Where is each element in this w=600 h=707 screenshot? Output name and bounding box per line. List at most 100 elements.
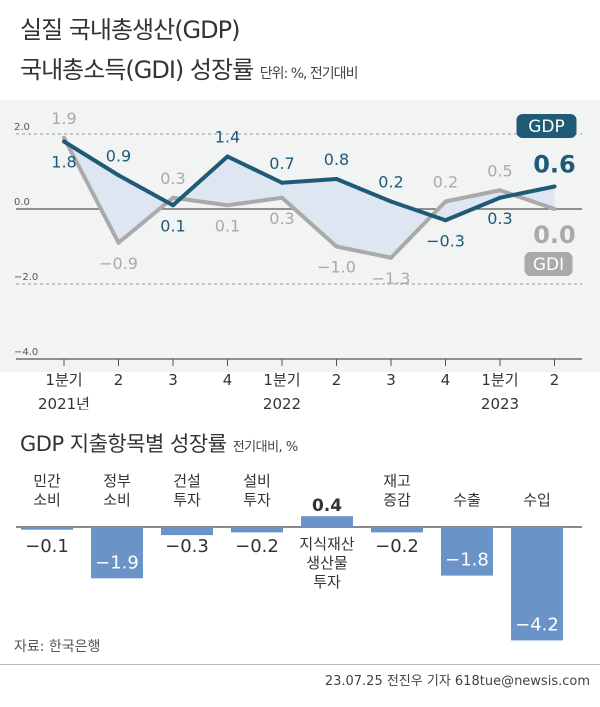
gdp-data-label: 0.3 (487, 209, 512, 228)
bar-value-label: −0.2 (235, 536, 279, 557)
bar-value-label: 0.4 (312, 496, 342, 516)
gdp-data-label: 0.9 (106, 146, 131, 165)
gdp-data-label: 0.2 (378, 173, 403, 192)
gdp-line (62, 139, 555, 223)
chart-title-line2-text: 국내총소득(GDI) 성장률 (20, 56, 254, 84)
bar-value-label: −0.3 (165, 536, 209, 557)
gdi-point (334, 244, 339, 249)
x-tick-label: 2 (114, 371, 124, 389)
gdp-point (443, 218, 448, 223)
gdi-data-label: 0.5 (487, 161, 512, 180)
bar-category-label: 투자 (313, 573, 341, 591)
gdi-point (62, 135, 66, 140)
chart-unit: 단위: %, 전기대비 (259, 66, 359, 82)
bar-chart-title: GDP 지출항목별 성장률 (20, 432, 227, 456)
gdp-data-label: 0.7 (269, 154, 294, 173)
gdp-legend-label: GDP (528, 117, 565, 137)
gdi-point (552, 207, 557, 211)
bar (441, 527, 493, 576)
bar-category-label: 투자 (243, 491, 271, 509)
gdi-point (389, 255, 393, 260)
gdi-data-label: 0.0 (533, 221, 576, 249)
bar-category-label: 소비 (103, 491, 131, 509)
gdi-legend-label: GDI (533, 255, 564, 275)
chart-title-line1: 실질 국내총생산(GDP) (20, 16, 240, 44)
gdp-point (171, 203, 175, 208)
gdi-data-label: 1.9 (51, 109, 76, 128)
bar-category-label: 증감 (383, 491, 411, 509)
bar-chart-unit: 전기대비, % (232, 440, 298, 455)
bar-value-label: −4.2 (515, 614, 559, 635)
bar-category-label: 수출 (453, 491, 481, 509)
gdi-point (498, 188, 502, 193)
bar-chart-title-row: GDP 지출항목별 성장률 전기대비, % (20, 428, 298, 458)
bar-category-label: 투자 (173, 491, 201, 509)
x-tick-label: 2 (332, 371, 342, 389)
bar-category-label: 민간 (33, 472, 61, 490)
gdi-point (280, 195, 284, 200)
gdi-data-label: −1.3 (372, 269, 411, 288)
gdp-point (498, 195, 502, 200)
gap-area (64, 137, 555, 258)
year-label: 2022 (263, 395, 301, 410)
gdp-data-label: 0.6 (533, 151, 576, 179)
bar (161, 527, 213, 536)
bar-category-label: 설비 (243, 472, 271, 490)
line-chart: 2.0 0.0 −2.0 −4.0 1.8 1.9 0.9 −0.9 0.1 0.3 1.4 0.1 0… (14, 109, 582, 410)
bar-value-label: −0.2 (375, 536, 419, 557)
gdp-data-label: 0.1 (160, 216, 185, 235)
bar-value-label: −1.8 (445, 550, 489, 571)
bar (511, 527, 563, 641)
bar-category-label: 지식재산 (299, 535, 354, 553)
bar-category-label: 정부 (103, 472, 131, 490)
bar-value-label: −0.1 (25, 536, 69, 557)
gdp-legend-tag (516, 114, 577, 138)
source-note: 자료: 한국은행 (14, 639, 101, 655)
x-tick-label: 4 (223, 371, 233, 389)
gdi-point (225, 203, 230, 208)
year-label: 2021년 (38, 395, 90, 410)
bar (301, 516, 353, 527)
y-tick-label: 2.0 (14, 122, 30, 133)
bar-category-label: 재고 (383, 472, 411, 490)
gdi-data-label: 0.2 (433, 173, 458, 192)
byline: 23.07.25 전진우 기자 618tue@newsis.com (324, 674, 590, 689)
gdi-point (116, 240, 121, 245)
gdp-point (334, 177, 339, 181)
gdp-data-label: −0.3 (426, 231, 465, 250)
gdp-data-label: 0.8 (324, 150, 349, 169)
gdi-data-label: −0.9 (99, 254, 138, 273)
footer-divider (0, 664, 600, 665)
x-tick-label: 1분기 (263, 371, 300, 389)
bar (91, 527, 143, 579)
bar-category-label: 수입 (523, 491, 551, 509)
bar (231, 527, 283, 533)
y-tick-label: −2.0 (14, 272, 38, 283)
chart-title-line2: 국내총소득(GDI) 성장률 단위: %, 전기대비 (20, 50, 359, 85)
gdp-point (389, 199, 393, 204)
bar (21, 527, 73, 530)
x-tick-label: 2 (550, 371, 560, 389)
gdp-data-label: 1.8 (51, 153, 76, 172)
bar-category-label: 생산물 (306, 554, 347, 572)
bar (371, 527, 423, 533)
bar-category-label: 소비 (33, 491, 61, 509)
gdp-point (225, 154, 230, 159)
gdi-point (443, 199, 448, 204)
year-label: 2023 (481, 395, 519, 410)
gdi-legend-tag (524, 252, 573, 276)
gdi-line (62, 136, 556, 260)
gdp-data-label: 1.4 (215, 128, 240, 147)
gdi-point (171, 195, 175, 200)
y-tick-label: 0.0 (14, 197, 30, 208)
gdp-point (116, 173, 121, 178)
bar-value-label: −1.9 (95, 552, 139, 573)
gdp-point (280, 180, 284, 185)
gdp-point (552, 184, 557, 189)
y-tick-label: −4.0 (14, 347, 38, 358)
gdi-data-label: 0.3 (160, 169, 185, 188)
x-tick-label: 4 (441, 371, 451, 389)
bar-category-label: 건설 (173, 472, 201, 490)
gdi-data-label: 0.1 (215, 216, 240, 235)
